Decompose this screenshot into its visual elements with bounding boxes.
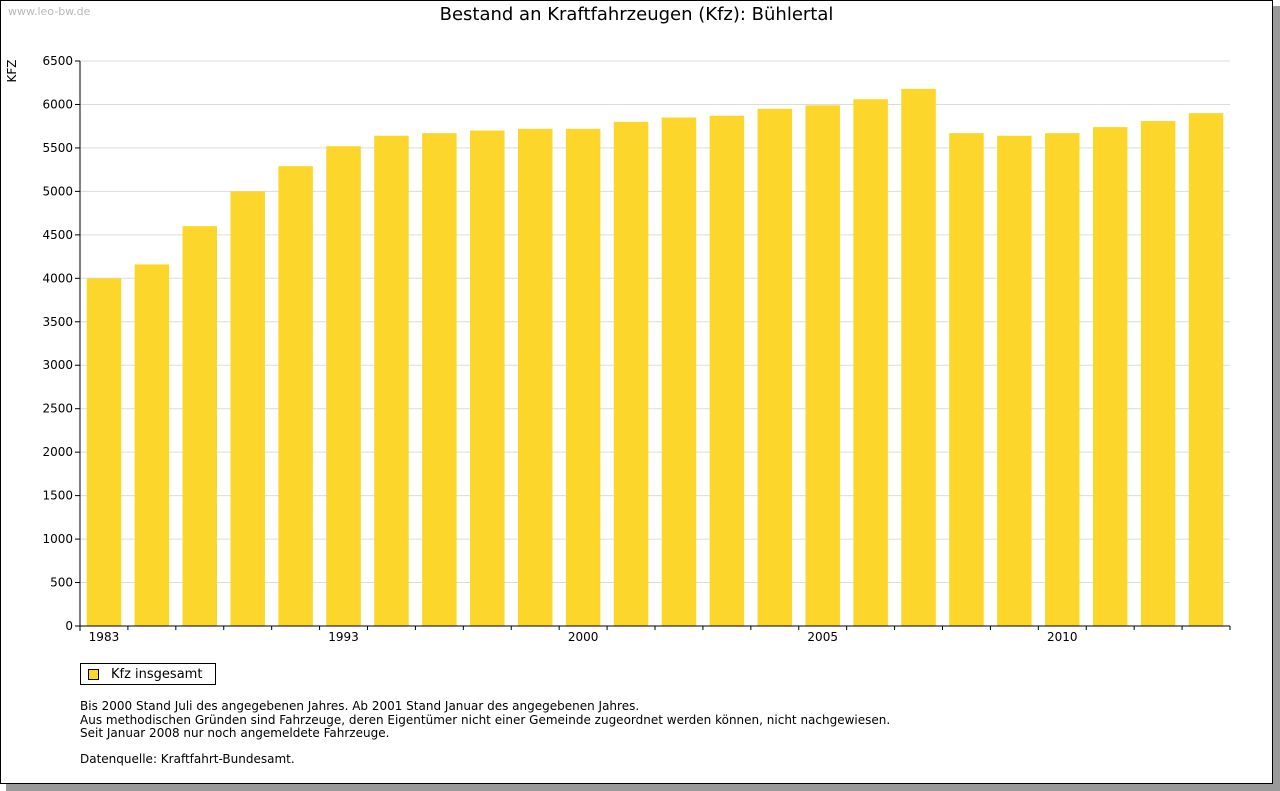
x-tick-label: 2010 (1047, 630, 1078, 644)
bar (374, 135, 409, 626)
bar (1140, 120, 1176, 626)
y-tick-label: 1000 (42, 532, 73, 546)
bar (230, 191, 265, 626)
watermark: www.leo-bw.de (8, 5, 91, 18)
footnote-line: Seit Januar 2008 nur noch angemeldete Fa… (80, 726, 390, 740)
legend-swatch (88, 668, 99, 680)
x-tick-label: 1993 (328, 630, 359, 644)
bar (1045, 133, 1080, 626)
data-source: Datenquelle: Kraftfahrt-Bundesamt. (80, 752, 295, 766)
bar (422, 133, 457, 626)
y-tick-label: 6000 (42, 97, 73, 111)
bar (613, 121, 649, 626)
bar (997, 135, 1032, 626)
bar (901, 88, 936, 627)
bar (517, 128, 553, 627)
axes: 0 500 1000 1500 2000 2500 3000 3500 4000 4500 5000… (42, 54, 1231, 644)
bar (1092, 127, 1128, 627)
bar (182, 226, 218, 626)
bar (565, 128, 601, 627)
bar (949, 133, 984, 626)
bar-chart: 0 500 1000 1500 2000 2500 3000 3500 4000 4500 5000… (42, 54, 1231, 644)
x-tick-label: 2000 (568, 630, 599, 644)
bar (1188, 113, 1224, 626)
bar (853, 99, 888, 626)
bar (326, 146, 361, 626)
y-tick-label: 5000 (42, 184, 73, 198)
y-tick-label: 4000 (42, 271, 73, 285)
frame-shadow-bottom (6, 784, 1280, 791)
footnote-line: Bis 2000 Stand Juli des angegebenen Jahr… (80, 699, 640, 713)
x-tick-label: 1983 (89, 630, 120, 644)
y-tick-label: 2500 (42, 402, 73, 416)
bar (134, 264, 170, 626)
y-tick-label: 0 (65, 619, 73, 633)
bar (278, 166, 313, 626)
bar (709, 115, 745, 626)
x-tick-label: 2005 (807, 630, 838, 644)
y-tick-label: 3500 (42, 315, 73, 329)
bar (805, 105, 840, 627)
y-tick-label: 6500 (42, 54, 73, 68)
y-tick-label: 3000 (42, 358, 73, 372)
frame-shadow-right (1273, 6, 1280, 791)
bars (86, 88, 1224, 627)
gridlines (80, 60, 1230, 584)
legend: Kfz insgesamt (80, 663, 216, 685)
bar (86, 278, 122, 626)
y-tick-label: 5500 (42, 141, 73, 155)
bar (470, 130, 505, 627)
y-tick-label: 4500 (42, 228, 73, 242)
bar (757, 108, 793, 627)
y-tick-label: 2000 (42, 445, 73, 459)
y-tick-label: 1500 (42, 489, 73, 503)
footnotes: Bis 2000 Stand Juli des angegebenen Jahr… (80, 699, 891, 741)
y-tick-label: 500 (50, 576, 73, 590)
bar (661, 117, 697, 626)
chart-title: Bestand an Kraftfahrzeugen (Kfz): Bühler… (439, 4, 834, 25)
legend-label: Kfz insgesamt (111, 666, 203, 682)
footnote-line: Aus methodischen Gründen sind Fahrzeuge,… (80, 712, 891, 727)
